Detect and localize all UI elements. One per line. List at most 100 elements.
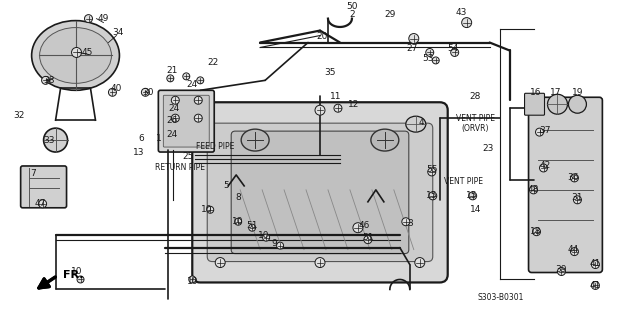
- Text: S303-B0301: S303-B0301: [478, 293, 524, 302]
- Circle shape: [194, 114, 203, 122]
- Ellipse shape: [39, 28, 111, 83]
- Circle shape: [428, 168, 436, 176]
- Ellipse shape: [32, 20, 119, 90]
- Text: 38: 38: [43, 76, 54, 85]
- Circle shape: [415, 258, 425, 268]
- FancyBboxPatch shape: [159, 90, 214, 152]
- Circle shape: [571, 248, 578, 256]
- Text: 21: 21: [167, 66, 178, 75]
- Circle shape: [141, 88, 149, 96]
- Circle shape: [469, 192, 476, 200]
- Text: 24: 24: [169, 104, 180, 113]
- FancyBboxPatch shape: [207, 123, 433, 261]
- Circle shape: [39, 200, 47, 208]
- Text: 46: 46: [358, 221, 369, 230]
- Text: 43: 43: [456, 8, 468, 17]
- Text: 10: 10: [71, 267, 82, 276]
- Circle shape: [262, 234, 269, 241]
- Text: 51: 51: [362, 233, 374, 242]
- Text: 44: 44: [568, 245, 579, 254]
- Circle shape: [183, 73, 190, 80]
- Text: 19: 19: [571, 88, 583, 97]
- FancyBboxPatch shape: [529, 97, 603, 273]
- Text: 51: 51: [247, 221, 258, 230]
- Text: 24: 24: [167, 130, 178, 139]
- Text: 26: 26: [167, 116, 178, 125]
- Circle shape: [451, 49, 459, 56]
- Circle shape: [315, 258, 325, 268]
- Text: 41: 41: [590, 281, 601, 290]
- Circle shape: [108, 88, 117, 96]
- Text: 16: 16: [530, 88, 541, 97]
- Circle shape: [234, 218, 241, 225]
- Text: 6: 6: [138, 133, 144, 143]
- Circle shape: [77, 276, 84, 283]
- Circle shape: [197, 77, 204, 84]
- FancyBboxPatch shape: [231, 131, 409, 253]
- Circle shape: [529, 186, 538, 194]
- Circle shape: [334, 104, 342, 112]
- Text: 35: 35: [324, 68, 336, 77]
- Text: VENT PIPE: VENT PIPE: [444, 177, 483, 187]
- Text: 55: 55: [426, 165, 438, 174]
- Circle shape: [402, 218, 410, 226]
- Circle shape: [591, 260, 599, 268]
- Circle shape: [171, 114, 179, 122]
- Circle shape: [248, 224, 255, 231]
- Text: 40: 40: [111, 84, 122, 93]
- Ellipse shape: [371, 129, 399, 151]
- Text: 31: 31: [571, 193, 583, 202]
- FancyBboxPatch shape: [524, 93, 545, 115]
- Text: 5: 5: [224, 181, 229, 190]
- Text: 37: 37: [540, 126, 551, 135]
- Text: 33: 33: [43, 136, 54, 145]
- Circle shape: [568, 95, 587, 113]
- Text: 28: 28: [469, 92, 480, 101]
- Circle shape: [194, 96, 203, 104]
- Circle shape: [276, 242, 283, 249]
- Text: 30: 30: [143, 88, 154, 97]
- Circle shape: [85, 15, 92, 23]
- Text: 11: 11: [330, 92, 341, 101]
- Text: 13: 13: [132, 148, 144, 156]
- Circle shape: [167, 75, 174, 82]
- Text: 9: 9: [271, 239, 277, 248]
- Text: 32: 32: [13, 111, 24, 120]
- Text: 10: 10: [187, 277, 198, 286]
- Text: 1: 1: [155, 133, 161, 143]
- Circle shape: [571, 174, 578, 182]
- Text: 27: 27: [406, 44, 417, 53]
- FancyBboxPatch shape: [192, 102, 448, 283]
- Text: 2: 2: [349, 10, 355, 19]
- Text: (ORVR): (ORVR): [462, 124, 489, 132]
- Text: RETURN PIPE: RETURN PIPE: [155, 164, 205, 172]
- Text: FEED PIPE: FEED PIPE: [196, 141, 234, 151]
- Text: 42: 42: [540, 162, 551, 171]
- FancyArrowPatch shape: [38, 277, 55, 288]
- Text: 22: 22: [208, 58, 219, 67]
- Text: 34: 34: [113, 28, 124, 37]
- Text: 7: 7: [30, 169, 36, 179]
- Text: 49: 49: [98, 14, 109, 23]
- Circle shape: [429, 192, 437, 200]
- Circle shape: [71, 47, 82, 58]
- Text: 23: 23: [482, 144, 493, 153]
- Circle shape: [591, 282, 599, 289]
- Text: 41: 41: [590, 259, 601, 268]
- Circle shape: [573, 196, 582, 204]
- Text: 39: 39: [555, 265, 567, 274]
- Text: 15: 15: [466, 191, 477, 200]
- Circle shape: [536, 128, 543, 136]
- Text: VENT PIPE: VENT PIPE: [455, 114, 495, 123]
- Text: 12: 12: [348, 100, 360, 109]
- Text: FR.: FR.: [62, 269, 83, 279]
- Ellipse shape: [241, 129, 269, 151]
- Text: 8: 8: [235, 193, 241, 202]
- Circle shape: [433, 57, 440, 64]
- Text: 50: 50: [346, 2, 358, 11]
- Circle shape: [540, 164, 547, 172]
- Circle shape: [41, 76, 50, 84]
- FancyBboxPatch shape: [20, 166, 66, 208]
- Circle shape: [315, 105, 325, 115]
- Circle shape: [215, 258, 225, 268]
